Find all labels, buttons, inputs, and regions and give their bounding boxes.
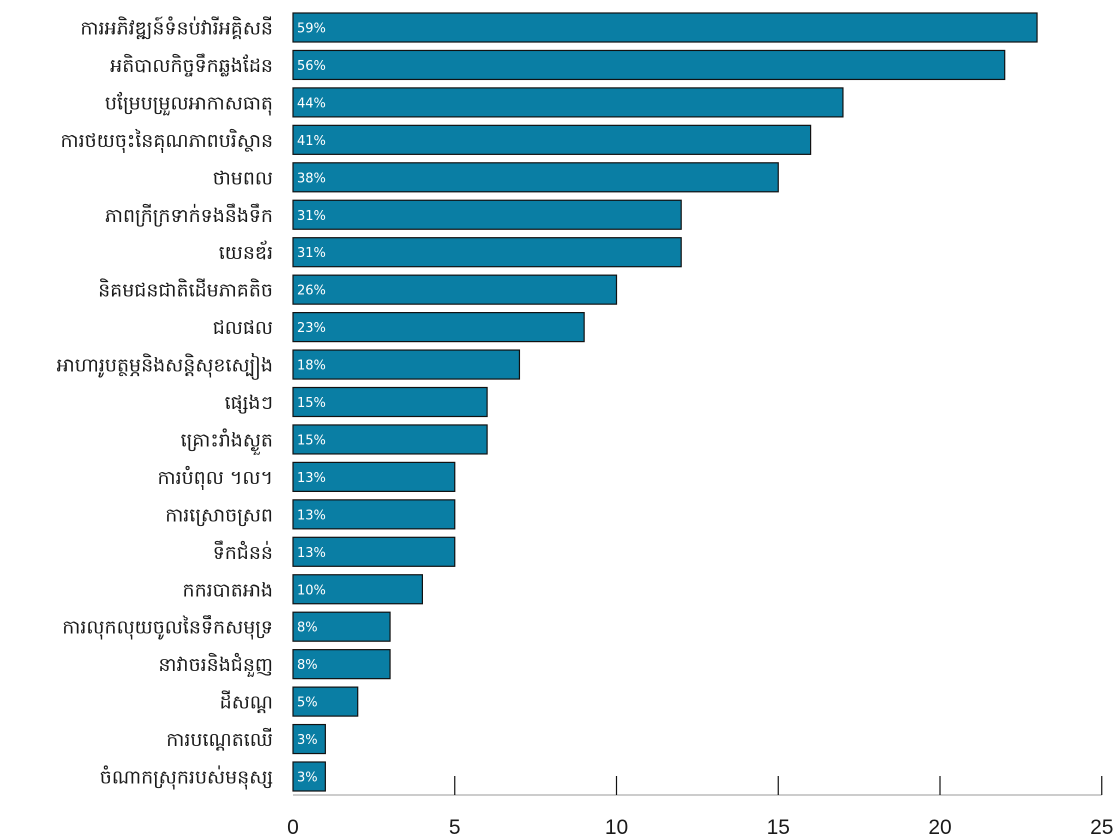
bar xyxy=(292,574,423,605)
bar-value-label: 5% xyxy=(297,696,318,711)
category-label: នាវាចរនិងជំនួញ xyxy=(158,652,273,678)
category-label: ផ្សេងៗ xyxy=(225,392,273,414)
x-tick-label: 25 xyxy=(1090,816,1113,839)
bar xyxy=(292,274,618,305)
category-label: ទឹកជំនន់ xyxy=(213,540,273,564)
bar xyxy=(292,761,326,792)
category-label: កករបាតអាង xyxy=(183,579,273,601)
bar-value-label: 41% xyxy=(297,134,326,149)
bar-value-label: 31% xyxy=(297,246,326,261)
bar-value-label: 3% xyxy=(297,733,318,748)
bar xyxy=(292,49,1006,81)
bar xyxy=(292,237,682,268)
x-tick-label: 20 xyxy=(928,816,951,839)
bar-value-label: 10% xyxy=(297,583,326,598)
bar xyxy=(292,349,521,380)
category-label: អាហារូបត្ថម្ភនិងសន្តិសុខស្បៀង xyxy=(57,353,273,381)
bar-value-label: 23% xyxy=(297,321,326,336)
bar xyxy=(292,424,488,455)
category-label: ការលុកលុយចូលនៃទឹកសមុទ្រ xyxy=(62,615,273,641)
category-label: បម្រែបម្រួលអាកាសធាតុ xyxy=(105,91,273,116)
category-label: ថាមពល xyxy=(213,167,273,189)
bar-value-label: 38% xyxy=(297,171,326,186)
category-label: ភាពក្រីក្រទាក់ទងនឹងទឹក xyxy=(105,203,273,227)
bar-value-label: 44% xyxy=(297,96,326,111)
category-label: យេនឌ័រ xyxy=(219,240,273,264)
category-label: ចំណាកស្រុករបស់មនុស្ស xyxy=(100,765,273,791)
category-label: ការថយចុះនៃគុណភាពបរិស្ថាន xyxy=(61,128,273,154)
bar-value-label: 8% xyxy=(297,658,318,673)
bar-value-label: 15% xyxy=(297,433,326,448)
bar xyxy=(292,649,391,680)
category-label: និគមជនជាតិដើមភាគតិច xyxy=(98,278,273,302)
bar xyxy=(292,686,359,717)
bar-value-label: 18% xyxy=(297,359,326,374)
bar xyxy=(292,499,456,530)
category-label: ការបណ្ដេតឈើ xyxy=(166,727,273,751)
bar-value-label: 13% xyxy=(297,508,326,523)
bar xyxy=(292,12,1038,43)
category-label: គ្រោះរាំងស្ងួត xyxy=(181,427,273,455)
bars-group xyxy=(292,12,1038,792)
category-label: ការបំពុល ។ល។ xyxy=(157,465,273,491)
bar-value-label: 8% xyxy=(297,621,318,636)
category-label: អតិបាលកិច្ចទឹកឆ្លងដែន xyxy=(110,53,273,77)
bar-value-label: 56% xyxy=(297,59,326,74)
bar xyxy=(292,386,488,418)
bar-value-label: 3% xyxy=(297,771,318,786)
bar xyxy=(292,312,585,343)
bar xyxy=(292,162,779,193)
bar-value-label: 31% xyxy=(297,209,326,224)
bar-value-label: 13% xyxy=(297,546,326,561)
bar-value-labels: 59% 56% 44% 41% 38% 31% 31% 26% 23% 18% 15% 15% 13% 1… xyxy=(297,22,326,786)
x-tick-label: 5 xyxy=(449,816,461,839)
category-label: ការអភិវឌ្ឍន៍ទំនប់វារីអគ្គិសនី xyxy=(80,16,273,40)
bar xyxy=(292,124,812,155)
bar xyxy=(292,461,456,492)
bar-value-label: 15% xyxy=(297,396,326,411)
bar xyxy=(292,723,326,755)
category-labels: ការអភិវឌ្ឍន៍ទំនប់វារីអគ្គិសនីអតិបាលកិច្ច… xyxy=(57,16,273,791)
bar xyxy=(292,611,391,642)
x-axis-ticks: 0 5 10 15 20 25 xyxy=(287,776,1113,839)
x-tick-label: 15 xyxy=(767,816,790,839)
bar xyxy=(292,536,456,567)
bar-value-label: 59% xyxy=(297,22,326,37)
bar xyxy=(292,87,844,118)
bar-value-label: 26% xyxy=(297,284,326,299)
x-tick-label: 10 xyxy=(605,816,628,839)
bar xyxy=(292,199,682,230)
bar-value-label: 13% xyxy=(297,471,326,486)
category-label: ដីសណ្ដ xyxy=(220,690,273,714)
x-tick-label: 0 xyxy=(287,816,299,839)
category-label: ជលផល xyxy=(213,317,273,339)
category-label: ការស្រោចស្រព xyxy=(165,504,273,526)
